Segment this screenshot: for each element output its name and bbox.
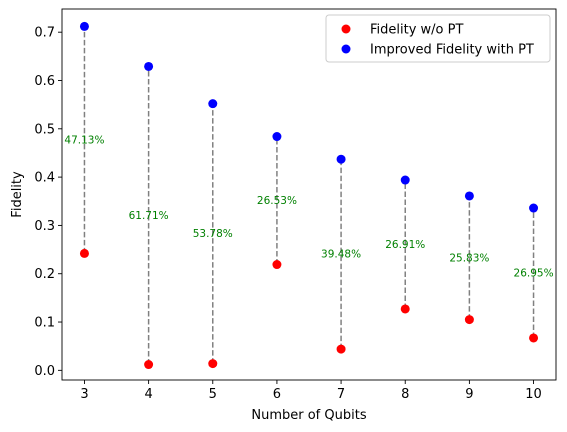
point-without-pt bbox=[400, 304, 410, 314]
y-tick-label: 0.5 bbox=[34, 122, 55, 137]
x-tick-label: 4 bbox=[144, 387, 152, 402]
point-with-pt bbox=[336, 154, 346, 164]
point-without-pt bbox=[464, 315, 474, 325]
point-with-pt bbox=[144, 61, 154, 71]
improvement-label: 61.71% bbox=[129, 210, 169, 222]
legend-entry-label: Fidelity w/o PT bbox=[370, 23, 463, 38]
point-without-pt bbox=[79, 248, 89, 258]
point-with-pt bbox=[79, 21, 89, 31]
x-tick-label: 3 bbox=[80, 387, 88, 402]
x-tick-label: 5 bbox=[209, 387, 217, 402]
y-tick-label: 0.2 bbox=[34, 267, 55, 282]
legend-marker bbox=[341, 44, 351, 54]
point-without-pt bbox=[529, 333, 539, 343]
y-tick-label: 0.3 bbox=[34, 219, 55, 234]
improvement-label: 53.78% bbox=[193, 228, 233, 240]
point-with-pt bbox=[529, 203, 539, 213]
x-tick-label: 9 bbox=[465, 387, 473, 402]
point-with-pt bbox=[272, 132, 282, 142]
point-without-pt bbox=[208, 359, 218, 369]
point-without-pt bbox=[272, 260, 282, 270]
y-tick-label: 0.1 bbox=[34, 316, 55, 331]
axes-frame bbox=[61, 8, 557, 381]
x-tick-label: 7 bbox=[337, 387, 345, 402]
improvement-label: 26.53% bbox=[257, 195, 297, 207]
legend-entry-label: Improved Fidelity with PT bbox=[370, 43, 534, 58]
plot-area: 3 4 5 6 7 8 9 10 0.0 0.1 0.2 0.3 0.4 0.5 0.6 0.7 47.13% 6… bbox=[34, 8, 557, 402]
point-with-pt bbox=[400, 175, 410, 185]
point-without-pt bbox=[336, 344, 346, 354]
legend-box bbox=[325, 14, 551, 63]
improvement-label: 25.83% bbox=[449, 252, 489, 264]
x-tick-label: 6 bbox=[273, 387, 281, 402]
y-axis-label: Fidelity bbox=[10, 171, 25, 218]
y-tick-label: 0.4 bbox=[34, 171, 55, 186]
x-tick-label: 10 bbox=[525, 387, 542, 402]
improvement-label: 47.13% bbox=[64, 134, 104, 146]
y-tick-label: 0.7 bbox=[34, 26, 55, 41]
improvement-label: 26.91% bbox=[385, 239, 425, 251]
y-tick-label: 0.6 bbox=[34, 74, 55, 89]
y-tick-label: 0.0 bbox=[34, 364, 55, 379]
x-axis-label: Number of Qubits bbox=[251, 408, 366, 423]
improvement-label: 26.95% bbox=[514, 267, 554, 279]
x-tick-label: 8 bbox=[401, 387, 409, 402]
point-with-pt bbox=[464, 191, 474, 201]
legend: Fidelity w/o PT Improved Fidelity with PT bbox=[325, 14, 551, 63]
improvement-label: 39.48% bbox=[321, 249, 361, 261]
legend-marker bbox=[341, 24, 351, 34]
point-with-pt bbox=[208, 99, 218, 109]
point-without-pt bbox=[144, 360, 154, 370]
